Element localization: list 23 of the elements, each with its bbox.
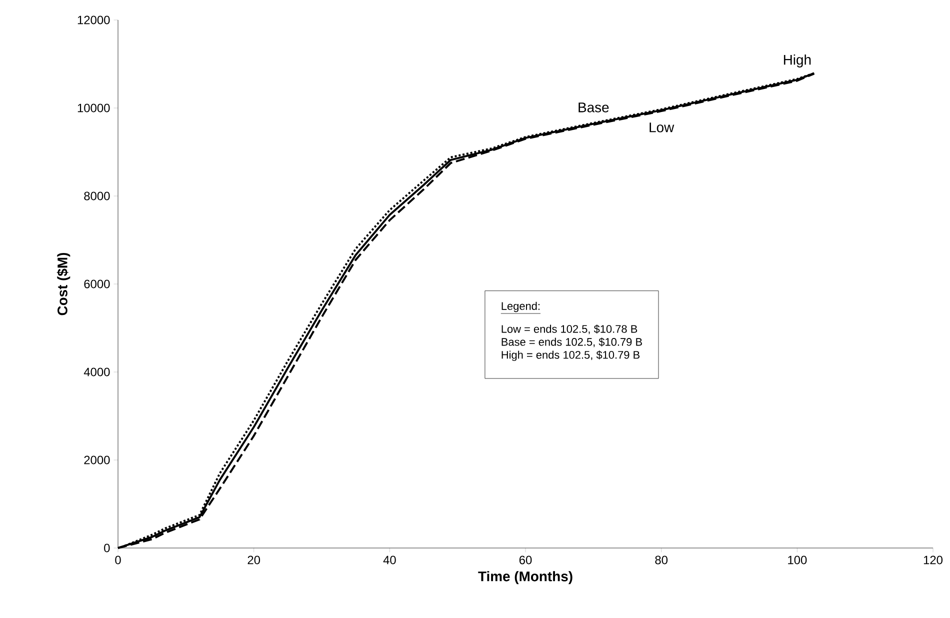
annotation: High = ends 102.5, $10.79 B — [502, 350, 640, 361]
x-tick-label: 60 — [519, 556, 532, 564]
y-tick-label: 6000 — [84, 280, 110, 288]
annotation: Legend: — [502, 302, 540, 312]
series-label: Base — [578, 102, 609, 112]
series-label: Low — [650, 122, 674, 132]
y-tick-label: 10000 — [78, 104, 110, 112]
y-tick-label: 8000 — [84, 192, 110, 200]
x-axis-title: Time (Months) — [478, 571, 572, 584]
x-tick-label: 0 — [115, 556, 121, 564]
y-tick-label: 4000 — [84, 368, 110, 376]
x-tick-label: 80 — [655, 556, 668, 564]
annotation: Low = ends 102.5, $10.78 B — [502, 324, 638, 334]
y-tick-label: 0 — [104, 544, 110, 552]
series-label: High — [784, 54, 811, 68]
y-tick-label: 2000 — [84, 456, 110, 464]
y-axis-title: Cost ($M) — [56, 252, 70, 316]
x-tick-label: 20 — [248, 556, 260, 564]
x-tick-label: 120 — [924, 556, 943, 564]
x-tick-label: 100 — [788, 556, 807, 564]
annotation: Base = ends 102.5, $10.79 B — [502, 338, 642, 348]
x-tick-label: 40 — [383, 556, 396, 564]
y-tick-label: 12000 — [78, 16, 110, 24]
